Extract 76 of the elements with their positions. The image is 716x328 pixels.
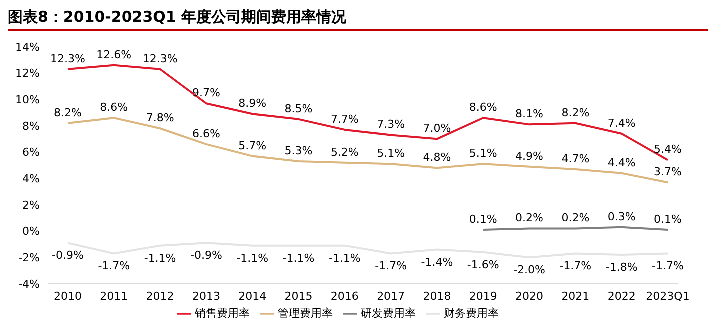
y-tick-label: 4% (22, 172, 40, 186)
data-label: 12.3% (142, 52, 178, 66)
x-tick-label: 2023Q1 (646, 290, 690, 303)
data-label: 12.6% (96, 48, 132, 62)
data-label: 3.7% (654, 166, 682, 179)
x-tick-label: 2014 (238, 290, 267, 303)
data-label: -1.4% (421, 256, 454, 269)
data-label: 4.8% (423, 151, 452, 164)
legend-label: 财务费用率 (444, 307, 499, 320)
data-label: 0.1% (469, 213, 498, 226)
data-label: 5.3% (284, 144, 313, 158)
data-label: 9.7% (192, 86, 220, 100)
y-tick-label: 10% (16, 94, 40, 107)
y-tick-label: 12% (16, 67, 40, 80)
data-label: 0.2% (562, 212, 590, 225)
x-tick-label: 2012 (146, 290, 174, 303)
data-label: 8.2% (562, 106, 590, 120)
data-label: -1.1% (282, 252, 315, 265)
data-label: 7.7% (330, 112, 359, 126)
x-tick-label: 2011 (100, 290, 128, 303)
data-label: 6.6% (192, 127, 220, 140)
data-label: 4.4% (608, 156, 636, 170)
data-label: 8.1% (516, 108, 544, 121)
data-label: 0.1% (654, 213, 682, 226)
data-label: -1.8% (606, 261, 638, 274)
data-label: 7.8% (146, 112, 174, 125)
data-label: 5.1% (377, 147, 406, 160)
y-tick-label: 6% (22, 146, 40, 160)
data-label: -1.7% (98, 260, 130, 273)
chart-title: 图表8：2010-2023Q1 年度公司期间费用率情况 (8, 8, 708, 31)
data-label: 8.5% (284, 102, 313, 116)
y-tick-label: -2% (18, 252, 40, 265)
data-label: 4.7% (562, 152, 590, 166)
data-label: -1.7% (652, 260, 684, 273)
data-label: 5.1% (469, 147, 498, 160)
data-label: 8.6% (100, 101, 128, 114)
data-label: 4.9% (516, 150, 544, 163)
x-tick-label: 2020 (516, 290, 544, 303)
data-label: -1.1% (144, 252, 176, 265)
legend-label: 研发费用率 (361, 307, 416, 320)
data-label: 8.6% (469, 101, 498, 114)
data-label: 5.2% (330, 146, 359, 159)
x-tick-label: 2015 (284, 290, 313, 303)
data-label: -1.1% (328, 252, 361, 265)
x-tick-label: 2018 (423, 290, 452, 303)
x-tick-label: 2016 (330, 290, 359, 303)
data-label: 5.7% (238, 139, 267, 152)
data-label: 7.3% (377, 118, 406, 132)
y-tick-label: -4% (18, 278, 40, 291)
data-label: -1.1% (236, 252, 269, 265)
data-label: -2.0% (514, 264, 546, 277)
x-tick-label: 2013 (192, 290, 220, 303)
data-label: -1.7% (560, 260, 592, 273)
data-label: -1.7% (375, 260, 408, 273)
x-tick-label: 2017 (377, 290, 406, 303)
data-label: 7.4% (608, 116, 636, 130)
x-tick-label: 2010 (54, 290, 82, 303)
legend-label: 销售费用率 (195, 307, 250, 320)
y-tick-label: 14% (16, 40, 40, 54)
data-label: -0.9% (52, 249, 84, 262)
data-label: -1.6% (467, 258, 500, 272)
y-tick-label: 8% (22, 120, 40, 133)
data-label: -0.9% (190, 249, 222, 262)
data-label: 7.0% (423, 122, 452, 136)
y-tick-label: 2% (22, 198, 40, 212)
data-label: 8.2% (54, 106, 82, 120)
y-tick-label: 0% (22, 225, 40, 238)
data-label: 0.2% (516, 212, 544, 225)
data-label: 8.9% (238, 97, 267, 110)
x-tick-label: 2022 (608, 290, 636, 303)
data-label: 12.3% (50, 52, 86, 66)
data-label: 5.4% (654, 143, 682, 156)
data-label: 0.3% (608, 210, 636, 224)
legend-label: 管理费用率 (278, 307, 333, 320)
x-tick-label: 2019 (469, 290, 498, 303)
x-tick-label: 2021 (562, 290, 590, 303)
